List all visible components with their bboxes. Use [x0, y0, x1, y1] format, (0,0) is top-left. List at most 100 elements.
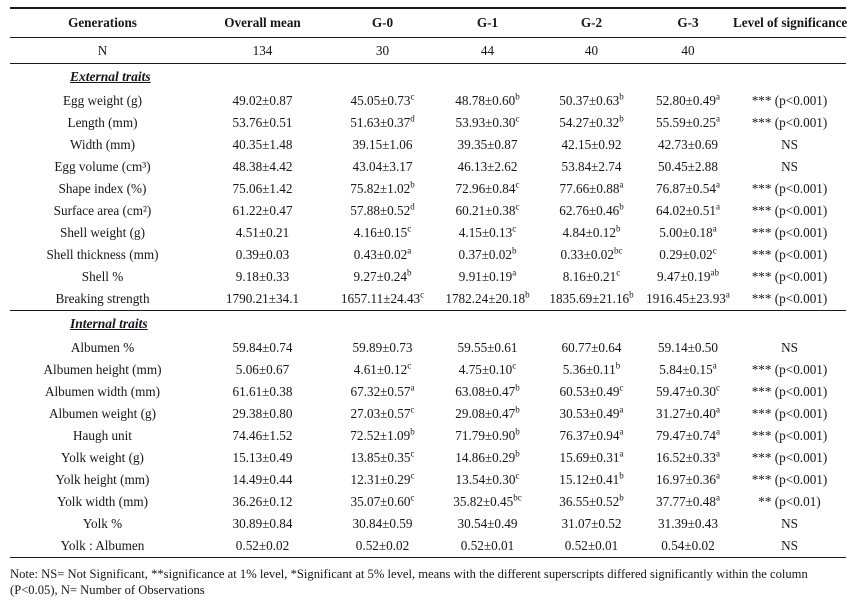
table-row: Yolk weight (g) 15.13±0.49 13.85±0.35c 14.8… [10, 447, 846, 469]
value-cell: 12.31±0.29c [350, 470, 415, 487]
value-cell: 46.13±2.62 [457, 159, 518, 174]
superscript: bc [613, 245, 623, 256]
value-cell: 59.47±0.30c [656, 382, 720, 399]
superscript: a [716, 448, 720, 459]
superscript: b [615, 223, 621, 234]
superscript: b [515, 448, 520, 459]
superscript: b [619, 470, 624, 481]
superscript: c [420, 289, 425, 300]
value-cell: 53.76±0.51 [232, 115, 293, 130]
superscript: c [407, 360, 412, 371]
superscript: c [410, 470, 415, 481]
column-header-g0: G-0 [330, 8, 435, 38]
value-cell: 50.37±0.63b [559, 91, 624, 108]
value-cell: 5.36±0.11b [562, 360, 621, 377]
trait-label: Albumen width (mm) [44, 384, 160, 399]
value-cell: 60.53±0.49c [559, 382, 624, 399]
superscript: b [410, 426, 415, 437]
n-row: N 134 30 44 40 40 [10, 37, 846, 64]
value-cell: 62.76±0.46b [559, 201, 624, 218]
superscript: c [512, 360, 517, 371]
superscript: d [410, 201, 415, 212]
value-cell: 53.84±2.74 [561, 159, 622, 174]
superscript: c [407, 223, 412, 234]
section-title: Internal traits [70, 316, 148, 331]
significance-cell: *** (p<0.001) [751, 181, 828, 196]
superscript: a [712, 223, 717, 234]
value-cell: 16.97±0.36a [656, 470, 720, 487]
superscript: a [407, 245, 412, 256]
table-row: Yolk height (mm) 14.49±0.44 12.31±0.29c 13.… [10, 469, 846, 491]
superscript: a [619, 404, 624, 415]
superscript: a [619, 179, 624, 190]
value-cell: 51.63±0.37d [350, 113, 415, 130]
value-cell: 0.52±0.01 [435, 535, 540, 558]
significance-cell: *** (p<0.001) [751, 247, 828, 262]
superscript: a [410, 382, 415, 393]
value-cell: 75.82±1.02b [350, 179, 415, 196]
superscript: c [616, 267, 621, 278]
value-cell: 9.47±0.19ab [657, 267, 719, 284]
table-row: Surface area (cm²) 61.22±0.47 57.88±0.52d 6… [10, 200, 846, 222]
header-row: Generations Overall mean G-0 G-1 G-2 G-3… [10, 8, 847, 38]
trait-label: Egg volume (cm³) [54, 159, 151, 174]
value-cell: 0.37±0.02b [458, 245, 517, 262]
value-cell: 42.73±0.69 [658, 137, 718, 152]
value-cell: 39.35±0.87 [457, 137, 518, 152]
value-cell: 36.26±0.12 [232, 494, 293, 509]
superscript: c [410, 91, 415, 102]
value-cell: 4.84±0.12b [562, 223, 621, 240]
value-cell: 29.38±0.80 [232, 406, 293, 421]
value-cell: 60.77±0.64 [561, 340, 622, 355]
value-cell: 0.29±0.02c [659, 245, 717, 262]
value-cell: 9.18±0.33 [235, 269, 290, 284]
significance-cell: *** (p<0.001) [751, 362, 828, 377]
value-cell: 76.87±0.54a [656, 179, 720, 196]
superscript: a [716, 470, 720, 481]
value-cell: 15.12±0.41b [559, 470, 624, 487]
trait-label: Shell thickness (mm) [46, 247, 159, 262]
superscript: b [619, 91, 624, 102]
value-cell: 5.84±0.15a [659, 360, 717, 377]
superscript: d [410, 113, 415, 124]
trait-label: Length (mm) [67, 115, 138, 130]
superscript: c [410, 404, 415, 415]
value-cell: 5.00±0.18a [659, 223, 717, 240]
superscript: b [515, 404, 520, 415]
section-title: External traits [70, 69, 151, 84]
value-cell: 31.07±0.52 [561, 516, 622, 531]
value-cell: 48.38±4.42 [232, 159, 293, 174]
table-body: External traits Egg weight (g) 49.02±0.87 4… [10, 64, 846, 558]
trait-label: Yolk height (mm) [55, 472, 150, 487]
table-row: Breaking strength 1790.21±34.1 1657.11±24.… [10, 288, 846, 311]
trait-label: Yolk % [82, 516, 123, 531]
value-cell: 61.61±0.38 [232, 384, 293, 399]
trait-label: Albumen % [70, 340, 135, 355]
significance-cell: *** (p<0.001) [751, 384, 828, 399]
value-cell: 30.53±0.49a [559, 404, 624, 421]
value-cell: 42.15±0.92 [561, 137, 622, 152]
value-cell: 16.52±0.33a [656, 448, 720, 465]
table-row: Width (mm) 40.35±1.48 39.15±1.06 39.35±0.87… [10, 134, 846, 156]
n-value-g1: 44 [435, 37, 540, 64]
value-cell: 31.27±0.40a [656, 404, 720, 421]
value-cell: 30.54±0.49 [457, 516, 518, 531]
trait-label: Yolk : Albumen [10, 535, 195, 558]
table-row: Egg volume (cm³) 48.38±4.42 43.04±3.17 46.1… [10, 156, 846, 178]
value-cell: 4.75±0.10c [458, 360, 517, 377]
superscript: a [619, 448, 624, 459]
value-cell: 52.80±0.49a [656, 91, 720, 108]
table-row: Egg weight (g) 49.02±0.87 45.05±0.73c 48.78… [10, 90, 846, 112]
table-row: Shape index (%) 75.06±1.42 75.82±1.02b 72.9… [10, 178, 846, 200]
value-cell: 71.79±0.90b [455, 426, 520, 443]
value-cell: 13.54±0.30c [455, 470, 520, 487]
significance-cell: *** (p<0.001) [751, 472, 828, 487]
value-cell: 37.77±0.48a [656, 492, 720, 509]
superscript: b [515, 426, 520, 437]
significance-cell: NS [781, 340, 798, 355]
significance-cell: *** (p<0.001) [751, 225, 828, 240]
value-cell: 27.03±0.57c [350, 404, 415, 421]
table-note: Note: NS= Not Significant, **significanc… [10, 567, 808, 598]
section-header-row: External traits [10, 64, 846, 91]
value-cell: 63.08±0.47b [455, 382, 520, 399]
